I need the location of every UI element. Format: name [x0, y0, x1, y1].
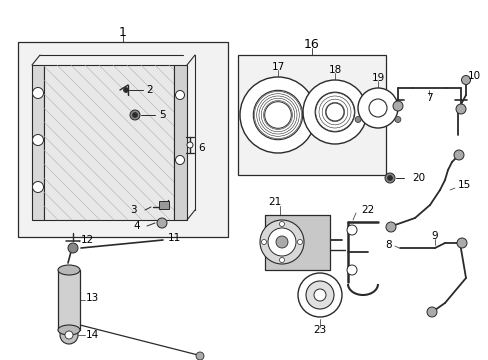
Circle shape: [60, 326, 78, 344]
Bar: [44, 65, 174, 220]
Text: 18: 18: [328, 65, 341, 75]
Text: 23: 23: [313, 325, 326, 335]
Text: 2: 2: [146, 85, 153, 95]
Circle shape: [32, 181, 43, 193]
Text: 22: 22: [361, 205, 374, 215]
Circle shape: [461, 76, 469, 85]
Circle shape: [392, 101, 402, 111]
Circle shape: [455, 104, 465, 114]
Circle shape: [186, 142, 193, 148]
Text: 5: 5: [159, 110, 165, 120]
Circle shape: [132, 112, 137, 117]
Circle shape: [346, 265, 356, 275]
Circle shape: [261, 239, 266, 244]
Circle shape: [453, 150, 463, 160]
Circle shape: [325, 103, 343, 121]
Text: 16: 16: [304, 39, 319, 51]
Text: 9: 9: [431, 231, 437, 241]
Circle shape: [386, 175, 392, 180]
Text: 7: 7: [425, 93, 431, 103]
Text: 6: 6: [198, 143, 204, 153]
Circle shape: [426, 307, 436, 317]
Text: 1: 1: [119, 26, 127, 39]
Text: 8: 8: [385, 240, 391, 250]
Circle shape: [279, 221, 284, 226]
Circle shape: [175, 90, 184, 99]
Circle shape: [123, 87, 128, 93]
Circle shape: [130, 110, 140, 120]
Circle shape: [456, 238, 466, 248]
Ellipse shape: [58, 325, 80, 335]
Circle shape: [354, 117, 360, 122]
Circle shape: [260, 220, 304, 264]
Text: 15: 15: [457, 180, 470, 190]
Bar: [174, 65, 186, 220]
Text: 21: 21: [268, 197, 281, 207]
Circle shape: [175, 156, 184, 165]
Text: 19: 19: [370, 73, 384, 83]
Circle shape: [385, 222, 395, 232]
Circle shape: [65, 331, 73, 339]
Circle shape: [394, 117, 400, 122]
Text: 3: 3: [130, 205, 137, 215]
Text: 12: 12: [81, 235, 94, 245]
Bar: [58, 270, 80, 330]
Bar: [32, 65, 44, 220]
Text: 11: 11: [168, 233, 181, 243]
Circle shape: [32, 135, 43, 145]
Circle shape: [253, 90, 302, 140]
Bar: [264, 215, 329, 270]
Text: 17: 17: [271, 62, 284, 72]
Circle shape: [368, 99, 386, 117]
Bar: [159, 201, 169, 209]
Circle shape: [303, 80, 366, 144]
Circle shape: [357, 88, 397, 128]
Circle shape: [264, 102, 291, 128]
Circle shape: [297, 273, 341, 317]
Circle shape: [68, 243, 78, 253]
Circle shape: [196, 352, 203, 360]
Text: 13: 13: [86, 293, 99, 303]
Text: 4: 4: [133, 221, 140, 231]
Bar: [18, 42, 227, 237]
Circle shape: [275, 236, 287, 248]
Text: 20: 20: [411, 173, 424, 183]
Circle shape: [157, 218, 167, 228]
Circle shape: [279, 257, 284, 262]
Circle shape: [313, 289, 325, 301]
Bar: [238, 55, 385, 175]
Circle shape: [384, 173, 394, 183]
Circle shape: [314, 92, 354, 132]
Circle shape: [305, 281, 333, 309]
Text: 14: 14: [86, 330, 99, 340]
Circle shape: [346, 225, 356, 235]
Circle shape: [240, 77, 315, 153]
Ellipse shape: [58, 265, 80, 275]
Circle shape: [297, 239, 302, 244]
Circle shape: [32, 87, 43, 99]
Text: 10: 10: [467, 71, 480, 81]
Circle shape: [267, 228, 295, 256]
